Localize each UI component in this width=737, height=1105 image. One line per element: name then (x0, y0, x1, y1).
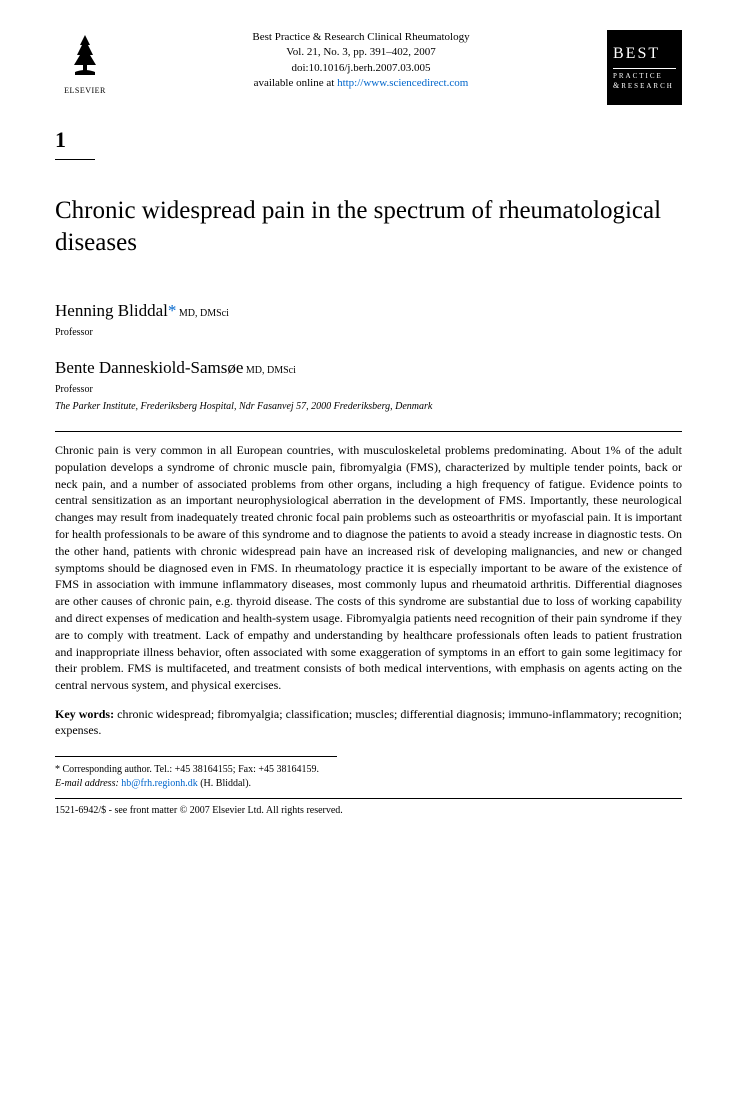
page-header: ELSEVIER Best Practice & Research Clinic… (55, 30, 682, 105)
available-prefix: available online at (254, 77, 337, 89)
sciencedirect-link[interactable]: http://www.sciencedirect.com (337, 77, 468, 89)
article-title: Chronic widespread pain in the spectrum … (55, 195, 682, 260)
author-role: Professor (55, 383, 682, 397)
best-practice-badge: BEST PRACTICE &RESEARCH (607, 30, 682, 105)
author-affiliation: The Parker Institute, Frederiksberg Hosp… (55, 400, 682, 414)
author-block-1: Henning Bliddal* MD, DMSci Professor (55, 300, 682, 339)
elsevier-tree-icon (60, 30, 110, 80)
chapter-number: 1 (55, 125, 95, 160)
corresponding-footnote: * Corresponding author. Tel.: +45 381641… (55, 763, 337, 777)
journal-name: Best Practice & Research Clinical Rheuma… (125, 30, 597, 45)
journal-meta: Best Practice & Research Clinical Rheuma… (115, 30, 607, 92)
keywords-block: Key words: chronic widespread; fibromyal… (55, 706, 682, 738)
badge-bot: RESEARCH (621, 82, 674, 90)
author-name: Henning Bliddal (55, 301, 168, 320)
author-degrees: MD, DMSci (243, 365, 296, 376)
abstract-text: Chronic pain is very common in all Europ… (55, 442, 682, 694)
doi-line: doi:10.1016/j.berh.2007.03.005 (125, 61, 597, 76)
badge-divider (613, 68, 676, 69)
publisher-name: ELSEVIER (55, 86, 115, 97)
availability-line: available online at http://www.sciencedi… (125, 76, 597, 91)
copyright-rule (55, 798, 682, 799)
author-block-2: Bente Danneskiold-Samsøe MD, DMSci Profe… (55, 357, 682, 413)
author-degrees: MD, DMSci (176, 308, 229, 319)
keywords-text: chronic widespread; fibromyalgia; classi… (55, 707, 682, 737)
email-footnote: E-mail address: hb@frh.regionh.dk (H. Bl… (55, 777, 337, 791)
keywords-label: Key words: (55, 707, 114, 721)
email-link[interactable]: hb@frh.regionh.dk (121, 778, 197, 789)
badge-amp: & (613, 81, 621, 90)
elsevier-logo: ELSEVIER (55, 30, 115, 97)
horizontal-rule (55, 431, 682, 432)
author-role: Professor (55, 326, 682, 340)
footnotes-block: * Corresponding author. Tel.: +45 381641… (55, 756, 337, 790)
author-name: Bente Danneskiold-Samsøe (55, 358, 243, 377)
badge-mid: PRACTICE (613, 72, 676, 81)
copyright-line: 1521-6942/$ - see front matter © 2007 El… (55, 804, 682, 818)
email-label: E-mail address: (55, 778, 121, 789)
badge-top: BEST (613, 43, 676, 65)
email-suffix: (H. Bliddal). (198, 778, 251, 789)
volume-line: Vol. 21, No. 3, pp. 391–402, 2007 (125, 45, 597, 60)
